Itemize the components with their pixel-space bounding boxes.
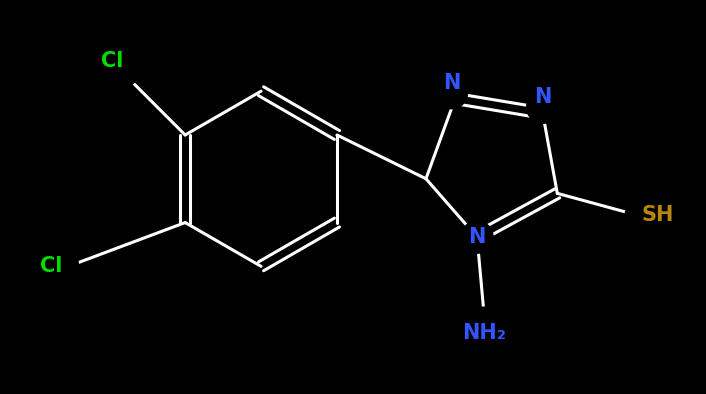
Text: Cl: Cl bbox=[40, 256, 63, 276]
Circle shape bbox=[47, 250, 78, 282]
Text: NH₂: NH₂ bbox=[462, 323, 506, 343]
Text: N: N bbox=[443, 72, 460, 93]
Text: N: N bbox=[468, 227, 486, 247]
Circle shape bbox=[625, 199, 657, 231]
Circle shape bbox=[468, 307, 501, 339]
Circle shape bbox=[461, 221, 493, 253]
Circle shape bbox=[527, 91, 558, 123]
Circle shape bbox=[107, 55, 139, 87]
Text: Cl: Cl bbox=[101, 51, 123, 71]
Text: SH: SH bbox=[641, 205, 674, 225]
Text: N: N bbox=[534, 87, 551, 107]
Circle shape bbox=[436, 76, 467, 109]
